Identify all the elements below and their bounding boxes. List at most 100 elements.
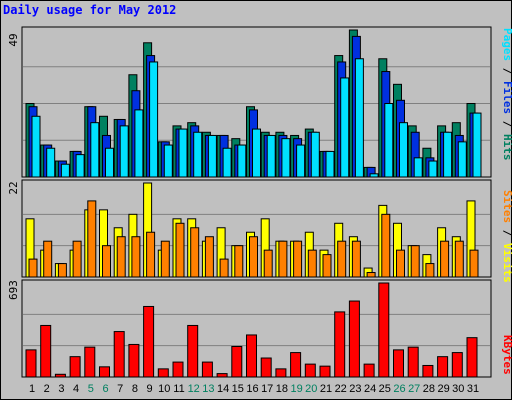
day-label-13: 13 (202, 383, 214, 395)
top-bar-pages-day-31 (472, 112, 482, 178)
top-bar-pages-day-13 (207, 134, 217, 178)
bottom-bar-kbytes-day-18 (275, 368, 287, 378)
day-label-20: 20 (305, 383, 317, 395)
bottom-bar-kbytes-day-9 (143, 305, 155, 378)
top-bar-pages-day-6 (105, 147, 114, 178)
day-label-4: 4 (73, 383, 79, 395)
middle-bar-sites-day-28 (425, 263, 435, 278)
bottom-bar-kbytes-day-1 (25, 349, 37, 378)
day-label-18: 18 (276, 383, 288, 395)
top-bar-pages-day-12 (193, 131, 203, 178)
bottom-bar-kbytes-day-13 (201, 361, 213, 378)
middle-bar-sites-day-27 (410, 245, 420, 278)
bottom-bar-kbytes-day-2 (40, 324, 52, 378)
bottom-bar-kbytes-day-16 (246, 334, 257, 378)
middle-max-label: 22 (7, 181, 20, 194)
day-label-14: 14 (217, 383, 229, 395)
top-bar-pages-day-10 (163, 144, 173, 178)
legend-middle-part-0: Sites (501, 190, 512, 223)
day-label-11: 11 (173, 383, 184, 395)
legend-top-part-0: Pages (501, 28, 512, 61)
legend-bottom: KBytes (501, 335, 512, 375)
middle-bar-sites-day-7 (116, 236, 126, 278)
top-bar-pages-day-28 (428, 160, 438, 178)
top-bar-pages-day-26 (399, 122, 408, 178)
middle-bar-sites-day-16 (249, 236, 258, 278)
top-bar-pages-day-11 (178, 128, 188, 178)
bottom-bar-kbytes-day-22 (334, 311, 346, 378)
legend-top-part-3: / (501, 114, 512, 134)
middle-bar-sites-day-2 (43, 240, 53, 278)
top-bar-pages-day-8 (134, 109, 144, 178)
middle-bar-sites-day-4 (72, 240, 82, 278)
top-bar-pages-day-29 (443, 131, 453, 178)
middle-bar-sites-day-30 (454, 240, 464, 278)
middle-bar-sites-day-1 (28, 258, 38, 278)
middle-bar-sites-day-13 (204, 236, 214, 278)
top-bar-pages-day-25 (384, 103, 394, 178)
top-bar-pages-day-21 (325, 150, 335, 178)
day-label-19: 19 (290, 383, 302, 395)
day-label-8: 8 (132, 383, 138, 395)
middle-bar-sites-day-25 (381, 213, 391, 278)
top-bar-pages-day-2 (46, 147, 56, 178)
bottom-bar-kbytes-day-30 (451, 352, 463, 378)
middle-bar-sites-day-8 (131, 236, 141, 278)
bottom-bar-kbytes-day-15 (231, 345, 243, 378)
middle-bar-sites-day-26 (396, 249, 405, 278)
legend-top-part-4: Hits (501, 134, 512, 161)
top-bar-pages-day-23 (354, 58, 364, 178)
middle-bar-sites-day-17 (263, 249, 273, 278)
legend-top-part-2: Files (501, 81, 512, 114)
middle-bar-sites-day-29 (440, 240, 450, 278)
day-label-23: 23 (349, 383, 361, 395)
bottom-bar-kbytes-day-8 (128, 343, 140, 378)
middle-bar-sites-day-23 (351, 240, 361, 278)
top-bar-pages-day-30 (457, 141, 467, 178)
day-label-17: 17 (261, 383, 273, 395)
bottom-bar-kbytes-day-11 (172, 361, 184, 378)
bottom-bar-kbytes-day-31 (466, 337, 478, 378)
middle-bar-sites-day-5 (87, 200, 97, 278)
day-label-2: 2 (44, 383, 50, 395)
top-bar-pages-day-17 (266, 134, 276, 178)
middle-bar-sites-day-9 (146, 231, 156, 278)
bottom-bar-kbytes-day-6 (99, 366, 110, 378)
top-bar-pages-day-14 (222, 147, 232, 178)
bottom-bar-kbytes-day-21 (319, 365, 331, 378)
day-label-3: 3 (58, 383, 64, 395)
day-label-7: 7 (117, 383, 123, 395)
top-bar-pages-day-19 (296, 144, 306, 178)
top-bar-pages-day-1 (31, 115, 41, 178)
day-label-12: 12 (188, 383, 200, 395)
day-label-25: 25 (379, 383, 391, 395)
day-label-26: 26 (393, 383, 405, 395)
middle-bar-sites-day-14 (219, 258, 229, 278)
bottom-bar-kbytes-day-5 (84, 346, 96, 378)
middle-bar-sites-day-31 (469, 249, 479, 278)
bottom-bar-kbytes-day-3 (54, 373, 66, 378)
top-bar-pages-day-7 (119, 125, 129, 178)
legend-top-part-1: / (501, 61, 512, 81)
legend-middle: Sites / Visits (501, 190, 512, 283)
bottom-bar-kbytes-day-29 (437, 356, 449, 378)
bottom-bar-kbytes-day-24 (363, 363, 375, 378)
top-max-label: 49 (7, 33, 20, 46)
day-label-9: 9 (147, 383, 153, 395)
bottom-bar-kbytes-day-23 (348, 300, 360, 378)
middle-bar-sites-day-11 (175, 222, 185, 278)
middle-bar-sites-day-3 (57, 263, 67, 278)
bottom-bar-kbytes-day-25 (378, 282, 390, 378)
bottom-bar-kbytes-day-27 (407, 346, 419, 378)
top-bar-pages-day-22 (340, 77, 350, 178)
day-label-29: 29 (437, 383, 449, 395)
bottom-max-label: 693 (7, 280, 20, 300)
top-bar-pages-day-3 (60, 163, 70, 178)
top-bar-pages-day-24 (369, 173, 379, 178)
top-bar-pages-day-16 (252, 128, 261, 178)
middle-bar-sites-day-18 (278, 240, 288, 278)
bottom-bar-kbytes-day-7 (113, 331, 125, 378)
day-label-28: 28 (423, 383, 435, 395)
middle-bar-sites-day-21 (322, 254, 332, 278)
